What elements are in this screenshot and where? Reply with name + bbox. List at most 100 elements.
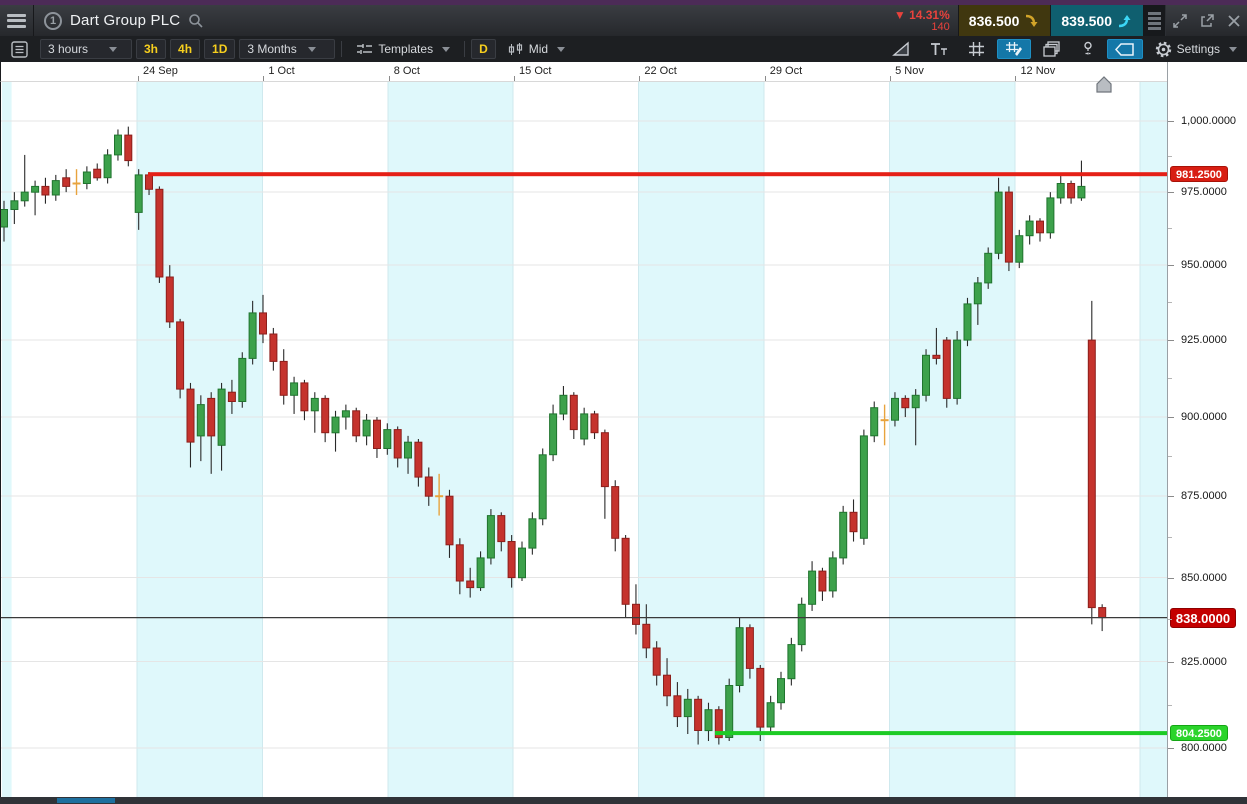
trend-ramp-icon <box>891 41 909 56</box>
price-tick <box>1168 417 1174 419</box>
price-mode-label: Mid <box>528 42 549 56</box>
scroll-to-latest-button[interactable] <box>1094 76 1114 93</box>
weekend-band <box>1140 82 1167 797</box>
price-minor-tick <box>1168 228 1172 230</box>
candle-body <box>663 674 671 697</box>
candle-body <box>310 397 319 412</box>
date-tick <box>764 76 766 81</box>
candle-body <box>62 177 71 187</box>
price-tick-label: 900.0000 <box>1181 411 1227 424</box>
resistance-price-tag: 981.2500 <box>1170 166 1228 183</box>
date-tick <box>138 76 139 81</box>
candle-body <box>642 623 651 649</box>
range-dropdown[interactable]: 3 Months <box>239 39 336 59</box>
price-minor-tick <box>1168 456 1172 458</box>
candlestick-icon <box>508 42 522 55</box>
price-axis[interactable]: 981.2500 838.0000 804.2500 1,000.0000 975… <box>1167 62 1247 797</box>
candle-body <box>694 698 703 731</box>
instrument-number-badge: 1 <box>44 11 62 30</box>
popout-icon <box>1200 13 1214 27</box>
popout-window-button[interactable] <box>1193 5 1220 36</box>
candle-body <box>165 276 174 323</box>
grid-pencil-icon <box>1005 42 1022 56</box>
period-d-button[interactable]: D <box>471 39 496 59</box>
candle-body <box>963 303 972 341</box>
chart-list-button[interactable] <box>3 39 36 59</box>
price-tick-label: 875.0000 <box>1181 490 1227 503</box>
candle-body <box>745 627 754 669</box>
trend-tool-button[interactable] <box>884 39 918 59</box>
candle-body <box>683 698 692 718</box>
candle-body <box>984 252 993 284</box>
candlestick-chart-plot[interactable] <box>0 82 1167 797</box>
date-tick <box>263 76 265 81</box>
templates-dropdown[interactable]: Templates <box>348 39 458 59</box>
settings-dropdown[interactable]: Settings <box>1147 39 1245 59</box>
draw-on-grid-tool-button[interactable] <box>996 39 1031 59</box>
date-label: 8 Oct <box>393 65 420 77</box>
main-menu-button[interactable] <box>0 5 34 36</box>
interval-1d-button[interactable]: 1D <box>204 39 236 59</box>
price-minor-tick <box>1168 619 1172 621</box>
scrollbar-thumb[interactable] <box>57 798 115 803</box>
candle-body <box>870 407 879 437</box>
order-ladder-button[interactable] <box>1144 5 1166 36</box>
search-button[interactable] <box>188 5 204 36</box>
chevron-down-icon <box>1229 46 1237 52</box>
date-tick <box>1015 76 1017 81</box>
timeframe-dropdown[interactable]: 3 hours <box>40 39 132 59</box>
pin-chart-button[interactable] <box>1073 39 1103 59</box>
price-tick <box>1168 661 1174 663</box>
price-minor-tick <box>1168 156 1172 158</box>
grid-settings-button[interactable] <box>960 39 993 59</box>
price-tag-icon <box>1114 42 1134 56</box>
chart-scrollbar[interactable] <box>0 797 1247 804</box>
date-tick <box>639 76 641 81</box>
candle-body <box>808 570 817 605</box>
candle-body <box>839 511 848 559</box>
candle-body <box>51 180 60 196</box>
price-label-tool-button[interactable] <box>1106 39 1143 59</box>
candle-body <box>331 416 340 434</box>
sell-price-button[interactable]: 836.500 <box>957 5 1051 36</box>
interval-4h-button[interactable]: 4h <box>170 39 201 59</box>
price-tick <box>1168 496 1174 498</box>
grid-icon <box>968 42 984 56</box>
text-tool-button[interactable] <box>922 39 956 59</box>
candle-body <box>797 603 806 646</box>
price-mode-dropdown[interactable]: Mid <box>500 39 573 59</box>
date-tick <box>890 76 892 81</box>
price-tick-label: 975.0000 <box>1181 186 1227 199</box>
candle-body <box>1087 339 1096 609</box>
interval-3h-button[interactable]: 3h <box>136 39 167 59</box>
candle-body <box>248 312 257 359</box>
candle-body <box>134 174 143 213</box>
candle-body <box>1067 183 1076 199</box>
price-tick <box>1168 748 1174 749</box>
close-window-button[interactable] <box>1220 5 1247 36</box>
candle-body <box>621 537 630 605</box>
price-tick-label: 1,000.0000 <box>1181 115 1237 127</box>
cascade-windows-button[interactable] <box>1035 39 1069 59</box>
window-accent-strip <box>0 0 1247 5</box>
support-price-tag: 804.2500 <box>1170 725 1228 742</box>
candle-body <box>145 174 153 190</box>
buy-price-button[interactable]: 839.500 <box>1050 5 1144 36</box>
candle-body <box>10 200 19 211</box>
candle-body <box>1046 197 1055 234</box>
candle-body <box>41 185 50 196</box>
candle-body <box>922 354 930 396</box>
candle-body <box>735 627 744 687</box>
templates-label: Templates <box>378 42 434 56</box>
candle-body <box>518 547 526 579</box>
price-tick-label: 800.0000 <box>1181 742 1227 754</box>
candle-body <box>321 397 330 434</box>
candle-body <box>279 360 288 396</box>
candle-body <box>269 333 278 362</box>
candle-body <box>756 667 765 728</box>
close-icon <box>1227 14 1240 27</box>
expand-window-button[interactable] <box>1166 5 1193 36</box>
sell-price: 836.500 <box>968 12 1020 29</box>
candle-body <box>859 435 868 539</box>
candle-body <box>891 397 899 421</box>
